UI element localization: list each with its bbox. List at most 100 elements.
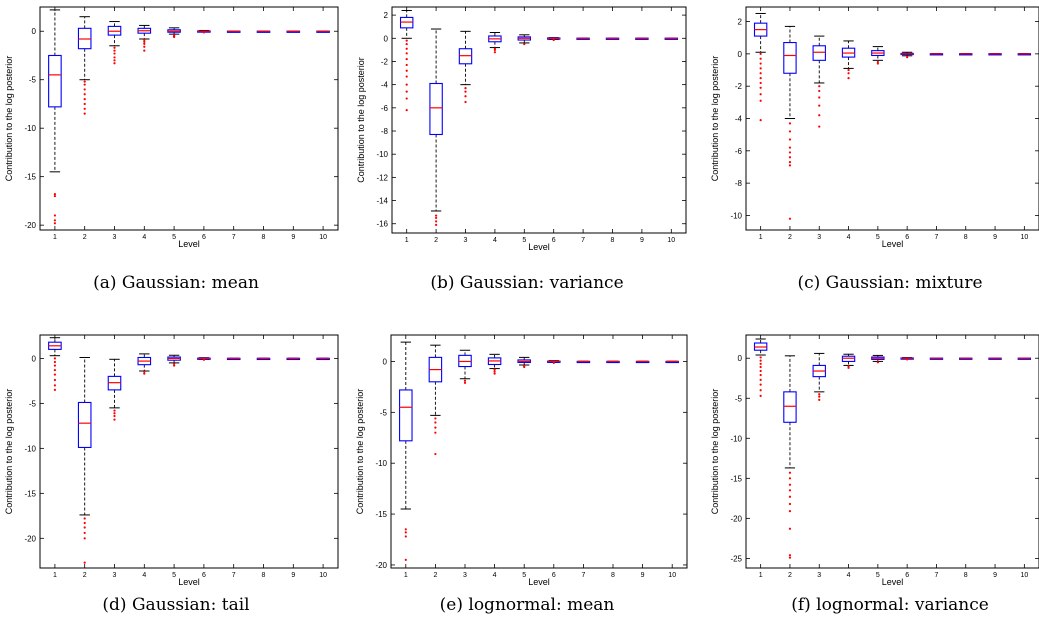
outlier-point: [53, 388, 57, 391]
y-tick-label: -8: [381, 127, 389, 136]
y-tick-label: 2: [738, 18, 743, 27]
x-tick-label: 8: [262, 234, 266, 241]
chart-caption: (c) Gaussian: mixture: [797, 273, 982, 293]
box-level-4: [487, 353, 502, 375]
box-level-1: [48, 9, 62, 225]
outlier-point: [113, 412, 116, 415]
box-level-9: [988, 53, 1002, 56]
outlier-point: [404, 535, 407, 538]
x-tick-label: 3: [464, 237, 468, 244]
outlier-point: [847, 77, 850, 80]
outlier-point: [405, 52, 408, 55]
outlier-point: [83, 80, 86, 83]
box-level-2: [429, 28, 443, 226]
box-level-7: [226, 357, 241, 361]
y-tick-label: 0: [383, 357, 388, 366]
x-tick-label: 4: [493, 572, 497, 579]
outlier-point: [788, 489, 792, 492]
box-level-10: [1017, 53, 1032, 56]
outlier-point: [523, 42, 526, 46]
outlier-point: [113, 409, 116, 412]
x-tick-label: 9: [291, 572, 295, 579]
x-tick-label: 1: [759, 572, 763, 579]
box-level-4: [137, 353, 152, 375]
chart-panel-5: 0 -5 -10 -15 -20 1 2 3 4 5 6 7 8 9 10 Level Contribution…: [355, 334, 688, 615]
box-level-1: [399, 341, 413, 561]
outlier-point: [53, 384, 57, 387]
box-level-6: [547, 360, 561, 364]
plot-frame: [391, 6, 687, 234]
outlier-point: [759, 359, 762, 362]
chart-caption: (f) lognormal: variance: [791, 595, 989, 615]
outlier-point: [173, 362, 176, 365]
x-axis-label: Level: [882, 577, 904, 587]
outlier-point: [404, 531, 407, 534]
x-tick-label: 10: [319, 234, 327, 241]
box-level-8: [605, 37, 620, 40]
outlier-point: [788, 502, 792, 506]
outlier-point: [788, 146, 792, 149]
outlier-point: [759, 62, 762, 65]
outlier-point: [818, 96, 821, 99]
box-level-10: [316, 357, 330, 361]
box-level-3: [107, 21, 122, 65]
chart-panel-1: 0 -5 -10 -15 -20 1 2 3 4 5 6 7 8 9 10 Level Contribution…: [4, 6, 339, 293]
outlier-point: [493, 48, 496, 51]
chart-panel-4: 0 -5 -10 -15 -20 1 2 3 4 5 6 7 8 9 10 Level Contribution…: [4, 334, 339, 615]
box-level-7: [576, 37, 590, 40]
x-axis-label: Level: [882, 239, 904, 249]
outlier-point: [173, 364, 176, 367]
x-tick-label: 1: [759, 234, 763, 241]
box-level-9: [635, 37, 649, 40]
outlier-point: [818, 114, 821, 117]
plot-frame: [745, 334, 1039, 569]
box-level-5: [871, 46, 885, 65]
outlier-point: [759, 378, 762, 381]
box-level-9: [988, 357, 1002, 360]
x-tick-label: 2: [433, 572, 437, 579]
outlier-point: [818, 398, 821, 401]
outlier-point: [113, 52, 116, 55]
box-level-9: [286, 357, 301, 361]
outlier-point: [847, 365, 850, 368]
outlier-point: [405, 39, 408, 42]
chart-caption: (a) Gaussian: mean: [93, 273, 259, 293]
outlier-point: [83, 93, 86, 96]
chart-panel-2: 2 0 -2 -4 -6 -8 -10 -12 -14 -16 1 2 3 4 5 6 7 8 9 10 Level Co…: [356, 6, 687, 293]
outlier-point: [788, 483, 792, 486]
y-tick-label: -8: [735, 179, 743, 188]
outlier-point: [83, 102, 86, 106]
y-tick-label: -10: [375, 459, 387, 468]
x-tick-label: 1: [405, 237, 409, 244]
outlier-point: [759, 356, 762, 359]
outlier-point: [53, 360, 57, 364]
x-tick-label: 9: [993, 234, 997, 241]
outlier-point: [435, 220, 438, 223]
y-tick-label: -6: [735, 147, 743, 156]
x-tick-label: 6: [905, 572, 909, 579]
x-tick-label: 2: [83, 572, 87, 579]
box-level-2: [77, 356, 92, 564]
outlier-point: [818, 89, 821, 93]
box-level-7: [226, 30, 241, 33]
y-tick-label: -5: [380, 408, 388, 417]
y-axis-label: Contribution to the log posterior: [356, 57, 366, 183]
outlier-point: [759, 72, 762, 75]
outlier-point: [53, 357, 57, 360]
outlier-point: [788, 151, 792, 154]
box-level-1: [48, 337, 62, 391]
outlier-point: [83, 561, 86, 564]
outlier-point: [788, 477, 792, 480]
box-level-4: [137, 24, 152, 52]
y-tick-label: -15: [375, 510, 387, 519]
y-tick-label: 2: [384, 11, 389, 20]
y-tick-label: -15: [24, 173, 36, 182]
iqr-box: [841, 355, 856, 362]
y-tick-label: -14: [376, 197, 388, 206]
outlier-point: [759, 373, 762, 377]
x-tick-label: 8: [964, 234, 968, 241]
outlier-point: [759, 52, 762, 55]
x-tick-label: 7: [934, 572, 938, 579]
outlier-point: [759, 383, 762, 386]
x-tick-label: 6: [905, 234, 909, 241]
